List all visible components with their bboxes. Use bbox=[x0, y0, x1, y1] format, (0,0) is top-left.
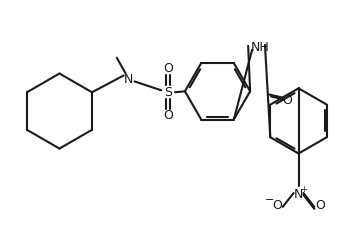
Text: O: O bbox=[272, 199, 282, 212]
Text: O: O bbox=[163, 62, 173, 75]
Text: O: O bbox=[282, 94, 292, 107]
Text: O: O bbox=[163, 109, 173, 123]
Text: O: O bbox=[315, 199, 325, 212]
Text: N: N bbox=[294, 188, 303, 201]
Text: −: − bbox=[265, 195, 275, 205]
Text: S: S bbox=[164, 86, 172, 99]
Text: NH: NH bbox=[251, 41, 269, 54]
Text: N: N bbox=[124, 73, 133, 86]
Text: +: + bbox=[300, 185, 307, 194]
